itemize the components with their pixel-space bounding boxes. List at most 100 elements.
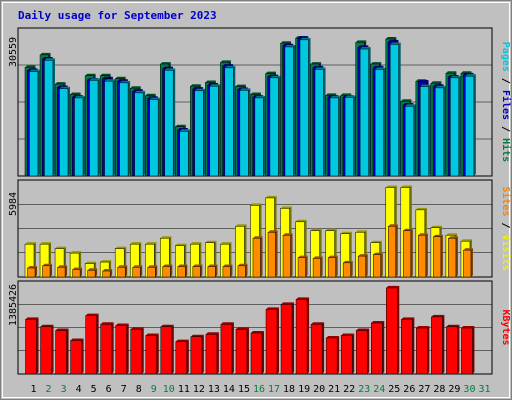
- day-label-8: 8: [136, 384, 142, 395]
- bar-kbytes-day-25: [386, 285, 400, 375]
- bar-visits-day-14-top: [220, 242, 232, 245]
- bar-kbytes-day-20-face: [310, 324, 323, 375]
- bar-kbytes-day-11: [175, 339, 189, 375]
- bar-sites-day-1-side: [35, 266, 37, 277]
- bar-sites-day-26-side: [410, 228, 413, 277]
- bar-kbytes-day-30: [461, 326, 475, 375]
- bar-sites-day-20-top: [313, 256, 323, 259]
- bar-sites-day-23-top: [358, 254, 368, 257]
- bar-sites-day-25: [388, 224, 398, 278]
- bar-visits-day-13-top: [205, 240, 217, 243]
- bar-kbytes-day-2: [40, 324, 54, 375]
- bar-sites-day-8-side: [140, 265, 143, 277]
- bar-kbytes-day-4-face: [70, 340, 82, 375]
- bar-pages-day-5-top: [89, 78, 101, 81]
- bar-kbytes-day-21: [325, 335, 340, 375]
- y-max-label: 1385426: [8, 284, 19, 326]
- bar-kbytes-day-24-face: [370, 322, 383, 375]
- bar-files-day-14-top: [222, 64, 234, 67]
- bar-kbytes-day-23-side: [367, 328, 370, 374]
- bar-sites-day-19-side: [305, 255, 308, 277]
- bar-sites-day-25-top: [388, 224, 398, 227]
- bar-kbytes-day-9-face: [145, 335, 158, 375]
- bar-pages-day-23: [359, 47, 371, 177]
- bar-visits-day-6-top: [100, 260, 112, 263]
- bar-pages-day-2: [44, 58, 55, 177]
- series-axis-label: KBytes: [500, 309, 511, 345]
- bar-kbytes-day-24: [370, 321, 385, 375]
- bar-kbytes-day-11-top: [175, 339, 189, 342]
- bar-visits-day-27-top: [415, 207, 427, 210]
- bar-sites-day-12-face: [192, 266, 201, 278]
- bar-pages-day-25: [389, 42, 401, 177]
- bar-visits-day-8-top: [130, 242, 142, 245]
- bar-pages-day-21: [329, 95, 341, 177]
- bar-visits-day-16-top: [250, 203, 262, 206]
- bar-visits-day-23-top: [355, 230, 367, 233]
- bar-sites-day-22-face: [342, 262, 351, 278]
- bar-sites-day-24-side: [380, 252, 383, 277]
- bar-sites-day-13: [207, 264, 218, 278]
- bar-sites-day-18-side: [290, 233, 293, 277]
- bar-sites-day-8: [132, 265, 143, 278]
- bar-pages-day-20-face: [314, 69, 324, 177]
- series-axis-label-part: Hits: [500, 138, 512, 162]
- bar-kbytes-day-29: [446, 324, 460, 375]
- bar-kbytes-day-29-face: [446, 326, 458, 375]
- bar-kbytes-day-21-side: [337, 335, 340, 374]
- bar-pages-day-29-face: [450, 77, 460, 177]
- bar-pages-day-13-side: [218, 84, 221, 176]
- bar-sites-day-2: [42, 263, 53, 278]
- bar-pages-day-4-top: [74, 95, 85, 98]
- bar-sites-day-10: [162, 264, 173, 278]
- bar-pages-day-2-top: [44, 58, 55, 61]
- bar-hits-day-10-top: [160, 62, 171, 65]
- bar-kbytes-day-8-top: [130, 327, 144, 330]
- bar-kbytes-day-22: [340, 333, 355, 375]
- bar-kbytes-day-5-face: [85, 315, 97, 375]
- day-label-13: 13: [208, 384, 220, 395]
- bar-sites-day-17: [267, 230, 278, 278]
- bar-kbytes-day-18-face: [280, 304, 293, 375]
- bar-kbytes-day-24-side: [382, 321, 385, 374]
- bar-sites-day-11-face: [177, 266, 186, 278]
- bar-hits-day-15-top: [235, 84, 246, 87]
- bar-pages-day-1-side: [37, 69, 40, 176]
- bar-kbytes-day-25-face: [386, 287, 398, 375]
- bar-sites-day-13-top: [207, 264, 218, 267]
- day-label-2: 2: [46, 384, 52, 395]
- bar-sites-day-30-top: [463, 248, 473, 251]
- bar-kbytes-day-30-face: [461, 327, 473, 375]
- bar-pages-day-15-face: [239, 90, 249, 177]
- bar-kbytes-day-13-top: [205, 332, 219, 335]
- bar-pages-day-1: [29, 69, 40, 177]
- bar-kbytes-day-23-top: [356, 328, 370, 331]
- bar-kbytes-day-15-side: [246, 327, 249, 374]
- bar-sites-day-17-face: [267, 231, 276, 278]
- bar-pages-day-17: [269, 75, 281, 177]
- bar-pages-day-22: [344, 95, 356, 177]
- bar-pages-day-17-top: [269, 75, 281, 78]
- bar-pages-day-29: [450, 75, 461, 177]
- bar-kbytes-day-21-face: [325, 337, 338, 375]
- bar-kbytes-day-28-face: [431, 316, 443, 375]
- bar-kbytes-day-15-face: [235, 329, 248, 375]
- bar-kbytes-day-2-side: [51, 324, 54, 374]
- bar-kbytes-day-10-side: [171, 324, 174, 374]
- bar-kbytes-day-5: [85, 313, 99, 375]
- bar-kbytes-day-26-top: [401, 317, 415, 320]
- bar-pages-day-4-side: [82, 95, 85, 176]
- series-axis-label-part: Visits: [500, 235, 512, 271]
- bar-kbytes-day-16-face: [250, 332, 263, 375]
- bar-visits-day-26-top: [400, 185, 412, 188]
- bar-sites-day-26: [403, 228, 413, 278]
- bar-hits-day-21-top: [325, 93, 337, 96]
- bar-sites-day-8-face: [132, 267, 141, 278]
- bar-pages-day-1-top: [29, 69, 40, 72]
- bar-kbytes-day-10-top: [160, 324, 174, 327]
- bar-pages-day-30-top: [465, 74, 476, 77]
- bar-files-day-23-top: [357, 45, 369, 48]
- bar-sites-day-24-top: [373, 252, 383, 255]
- bar-sites-day-6-side: [110, 269, 113, 277]
- bar-sites-day-24-face: [372, 254, 381, 278]
